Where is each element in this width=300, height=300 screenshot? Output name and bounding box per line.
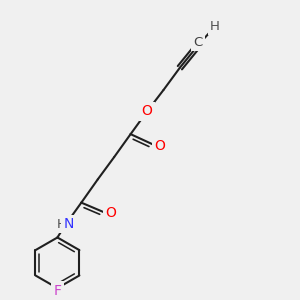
Text: O: O bbox=[142, 104, 152, 118]
Text: N: N bbox=[63, 218, 74, 231]
Text: F: F bbox=[53, 284, 62, 298]
Text: H: H bbox=[56, 218, 66, 231]
Text: H: H bbox=[210, 20, 220, 33]
Text: O: O bbox=[154, 139, 165, 153]
Text: C: C bbox=[194, 36, 203, 49]
Text: O: O bbox=[105, 206, 116, 220]
